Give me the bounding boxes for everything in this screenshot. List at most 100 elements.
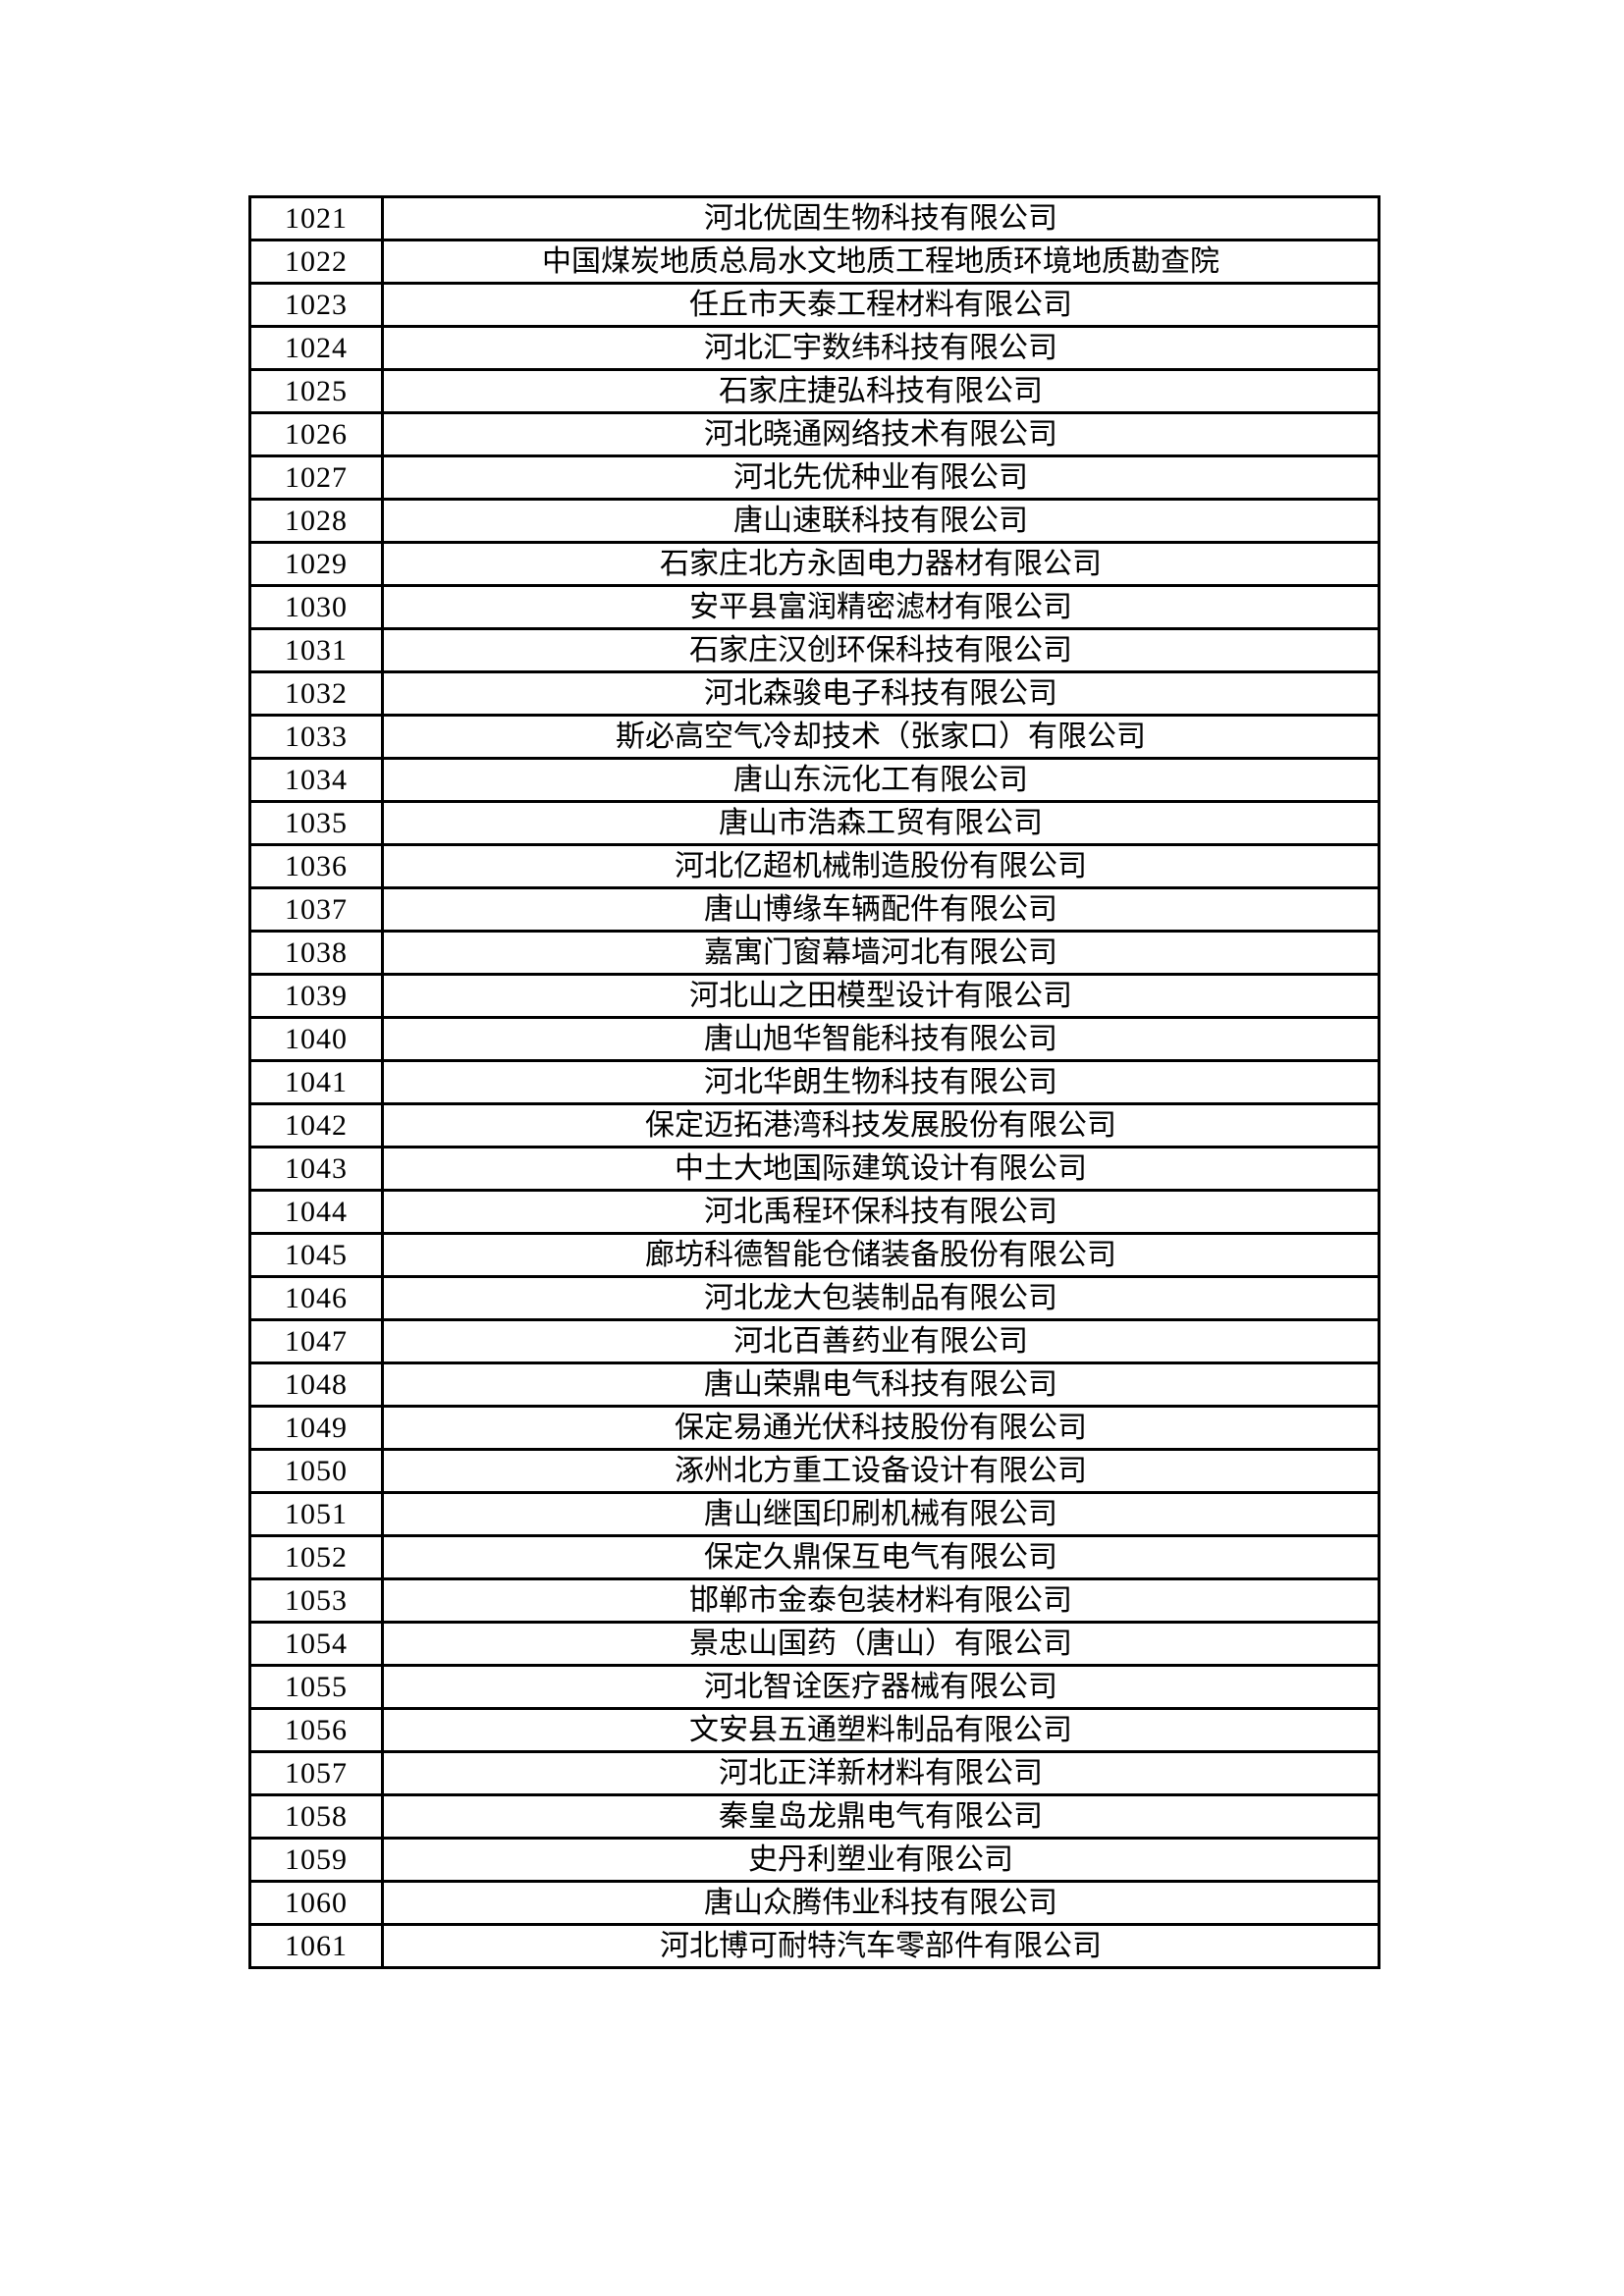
company-name-cell: 河北智诠医疗器械有限公司 <box>381 1664 1380 1710</box>
table-row: 1052 保定久鼎保互电气有限公司 <box>248 1534 1380 1580</box>
row-number-cell: 1053 <box>248 1577 384 1624</box>
row-number-cell: 1025 <box>248 368 384 414</box>
table-row: 1046 河北龙大包装制品有限公司 <box>248 1275 1380 1321</box>
row-number-cell: 1027 <box>248 454 384 501</box>
table-row: 1059 史丹利塑业有限公司 <box>248 1837 1380 1883</box>
table-row: 1050 涿州北方重工设备设计有限公司 <box>248 1448 1380 1494</box>
row-number-cell: 1039 <box>248 973 384 1019</box>
table-row: 1049 保定易通光伏科技股份有限公司 <box>248 1405 1380 1451</box>
table-row: 1057 河北正洋新材料有限公司 <box>248 1750 1380 1796</box>
company-name-cell: 保定易通光伏科技股份有限公司 <box>381 1405 1380 1451</box>
company-name-cell: 唐山市浩森工贸有限公司 <box>381 800 1380 846</box>
table-row: 1045 廊坊科德智能仓储装备股份有限公司 <box>248 1232 1380 1278</box>
company-name-cell: 廊坊科德智能仓储装备股份有限公司 <box>381 1232 1380 1278</box>
row-number-cell: 1038 <box>248 930 384 976</box>
company-name-cell: 石家庄北方永固电力器材有限公司 <box>381 541 1380 587</box>
table-row: 1031 石家庄汉创环保科技有限公司 <box>248 627 1380 673</box>
company-name-cell: 保定久鼎保互电气有限公司 <box>381 1534 1380 1580</box>
table-row: 1026 河北晓通网络技术有限公司 <box>248 411 1380 457</box>
row-number-cell: 1057 <box>248 1750 384 1796</box>
company-name-cell: 河北博可耐特汽车零部件有限公司 <box>381 1923 1380 1969</box>
row-number-cell: 1021 <box>248 195 384 241</box>
table-row: 1055 河北智诠医疗器械有限公司 <box>248 1664 1380 1710</box>
company-table: 1021 河北优固生物科技有限公司 1022 中国煤炭地质总局水文地质工程地质环境地质… <box>248 195 1380 1969</box>
row-number-cell: 1041 <box>248 1059 384 1105</box>
company-name-cell: 石家庄捷弘科技有限公司 <box>381 368 1380 414</box>
table-row: 1053 邯郸市金泰包装材料有限公司 <box>248 1577 1380 1624</box>
table-row: 1040 唐山旭华智能科技有限公司 <box>248 1016 1380 1062</box>
table-row: 1022 中国煤炭地质总局水文地质工程地质环境地质勘查院 <box>248 239 1380 285</box>
row-number-cell: 1022 <box>248 239 384 285</box>
company-name-cell: 斯必高空气冷却技术（张家口）有限公司 <box>381 714 1380 760</box>
company-name-cell: 河北晓通网络技术有限公司 <box>381 411 1380 457</box>
table-row: 1029 石家庄北方永固电力器材有限公司 <box>248 541 1380 587</box>
table-row: 1030 安平县富润精密滤材有限公司 <box>248 584 1380 630</box>
company-name-cell: 河北山之田模型设计有限公司 <box>381 973 1380 1019</box>
company-name-cell: 河北禹程环保科技有限公司 <box>381 1189 1380 1235</box>
row-number-cell: 1059 <box>248 1837 384 1883</box>
table-row: 1036 河北亿超机械制造股份有限公司 <box>248 843 1380 889</box>
table-row: 1038 嘉寓门窗幕墙河北有限公司 <box>248 930 1380 976</box>
company-name-cell: 河北百善药业有限公司 <box>381 1318 1380 1364</box>
table-row: 1039 河北山之田模型设计有限公司 <box>248 973 1380 1019</box>
table-row: 1056 文安县五通塑料制品有限公司 <box>248 1707 1380 1753</box>
table-row: 1058 秦皇岛龙鼎电气有限公司 <box>248 1793 1380 1840</box>
table-row: 1035 唐山市浩森工贸有限公司 <box>248 800 1380 846</box>
company-name-cell: 唐山速联科技有限公司 <box>381 498 1380 544</box>
table-body: 1021 河北优固生物科技有限公司 1022 中国煤炭地质总局水文地质工程地质环境地质… <box>248 195 1380 1969</box>
company-name-cell: 石家庄汉创环保科技有限公司 <box>381 627 1380 673</box>
row-number-cell: 1043 <box>248 1146 384 1192</box>
table-row: 1061 河北博可耐特汽车零部件有限公司 <box>248 1923 1380 1969</box>
table-row: 1032 河北森骏电子科技有限公司 <box>248 670 1380 717</box>
row-number-cell: 1055 <box>248 1664 384 1710</box>
row-number-cell: 1061 <box>248 1923 384 1969</box>
row-number-cell: 1028 <box>248 498 384 544</box>
company-name-cell: 唐山众腾伟业科技有限公司 <box>381 1880 1380 1926</box>
table-row: 1060 唐山众腾伟业科技有限公司 <box>248 1880 1380 1926</box>
row-number-cell: 1026 <box>248 411 384 457</box>
row-number-cell: 1052 <box>248 1534 384 1580</box>
company-name-cell: 涿州北方重工设备设计有限公司 <box>381 1448 1380 1494</box>
row-number-cell: 1031 <box>248 627 384 673</box>
company-name-cell: 河北优固生物科技有限公司 <box>381 195 1380 241</box>
row-number-cell: 1033 <box>248 714 384 760</box>
row-number-cell: 1034 <box>248 757 384 803</box>
company-name-cell: 唐山东沅化工有限公司 <box>381 757 1380 803</box>
company-name-cell: 任丘市天泰工程材料有限公司 <box>381 282 1380 328</box>
row-number-cell: 1040 <box>248 1016 384 1062</box>
row-number-cell: 1049 <box>248 1405 384 1451</box>
row-number-cell: 1046 <box>248 1275 384 1321</box>
company-name-cell: 文安县五通塑料制品有限公司 <box>381 1707 1380 1753</box>
company-name-cell: 唐山博缘车辆配件有限公司 <box>381 886 1380 933</box>
table-row: 1048 唐山荣鼎电气科技有限公司 <box>248 1362 1380 1408</box>
table-row: 1025 石家庄捷弘科技有限公司 <box>248 368 1380 414</box>
row-number-cell: 1060 <box>248 1880 384 1926</box>
row-number-cell: 1042 <box>248 1102 384 1148</box>
table-row: 1047 河北百善药业有限公司 <box>248 1318 1380 1364</box>
company-name-cell: 唐山继国印刷机械有限公司 <box>381 1491 1380 1537</box>
table-row: 1042 保定迈拓港湾科技发展股份有限公司 <box>248 1102 1380 1148</box>
company-name-cell: 景忠山国药（唐山）有限公司 <box>381 1621 1380 1667</box>
row-number-cell: 1036 <box>248 843 384 889</box>
row-number-cell: 1048 <box>248 1362 384 1408</box>
company-name-cell: 中国煤炭地质总局水文地质工程地质环境地质勘查院 <box>381 239 1380 285</box>
table-row: 1044 河北禹程环保科技有限公司 <box>248 1189 1380 1235</box>
company-name-cell: 安平县富润精密滤材有限公司 <box>381 584 1380 630</box>
table-row: 1034 唐山东沅化工有限公司 <box>248 757 1380 803</box>
table-row: 1043 中土大地国际建筑设计有限公司 <box>248 1146 1380 1192</box>
table-row: 1051 唐山继国印刷机械有限公司 <box>248 1491 1380 1537</box>
table-row: 1037 唐山博缘车辆配件有限公司 <box>248 886 1380 933</box>
table-row: 1023 任丘市天泰工程材料有限公司 <box>248 282 1380 328</box>
table-row: 1024 河北汇宇数纬科技有限公司 <box>248 325 1380 371</box>
row-number-cell: 1054 <box>248 1621 384 1667</box>
row-number-cell: 1050 <box>248 1448 384 1494</box>
company-name-cell: 保定迈拓港湾科技发展股份有限公司 <box>381 1102 1380 1148</box>
table-row: 1028 唐山速联科技有限公司 <box>248 498 1380 544</box>
row-number-cell: 1051 <box>248 1491 384 1537</box>
company-name-cell: 嘉寓门窗幕墙河北有限公司 <box>381 930 1380 976</box>
row-number-cell: 1030 <box>248 584 384 630</box>
table-row: 1041 河北华朗生物科技有限公司 <box>248 1059 1380 1105</box>
company-name-cell: 唐山荣鼎电气科技有限公司 <box>381 1362 1380 1408</box>
company-name-cell: 史丹利塑业有限公司 <box>381 1837 1380 1883</box>
